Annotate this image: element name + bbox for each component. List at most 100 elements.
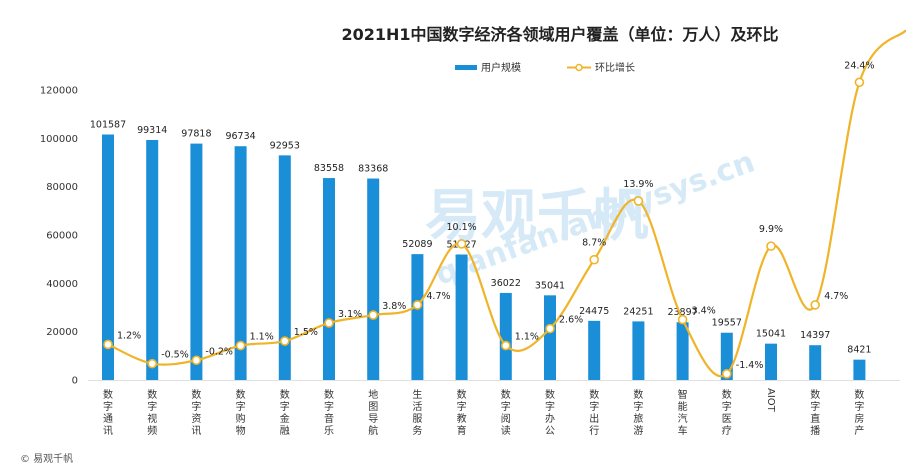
line-value-label: 1.5% (294, 327, 318, 338)
watermark: 易观千帆 qianfan.analysys.cn (425, 144, 759, 292)
line-point (456, 239, 467, 249)
x-tick-label: 数字音乐 (324, 388, 334, 437)
line-value-label: 24.4% (844, 60, 874, 71)
line-value-label: 13.9% (623, 179, 653, 190)
line-value-label: -0.2% (205, 346, 233, 357)
bar-value-label: 96734 (225, 131, 255, 142)
line-point (500, 340, 511, 351)
line-value-label: 3.8% (382, 301, 406, 312)
x-tick-label: 数字通讯 (103, 388, 113, 437)
bar-value-label: 23897 (667, 307, 697, 318)
bar (190, 143, 203, 380)
bar (632, 321, 645, 380)
watermark-name: 易观千帆 (425, 184, 649, 249)
line-point (235, 340, 246, 351)
chart-title: 2021H1中国数字经济各领域用户覆盖（单位：万人）及环比 (341, 25, 778, 44)
y-axis: 0 20000 40000 60000 80000 100000 120000 (40, 86, 78, 387)
line-series (107, 29, 906, 378)
bar (544, 295, 556, 380)
line-point (545, 323, 555, 334)
line-value-label: 1.1% (250, 332, 274, 343)
bar (102, 134, 114, 380)
bar (146, 139, 159, 380)
bar-series (102, 134, 866, 380)
bar-value-label: 97818 (181, 129, 211, 140)
line-value-label: 10.1% (447, 222, 477, 233)
x-tick-label: 数字教育 (457, 388, 467, 437)
growth-line (107, 29, 906, 378)
bar (676, 322, 689, 380)
y-tick-label: 0 (72, 376, 78, 387)
line-point (633, 196, 644, 206)
bar-value-label: 8421 (847, 345, 871, 356)
x-tick-label: 数字阅读 (501, 388, 511, 437)
bar-value-label: 14397 (800, 330, 830, 341)
bar-value-label: 24475 (579, 306, 609, 317)
x-tick-label: 数字旅游 (633, 388, 643, 437)
line-point (191, 355, 202, 366)
x-tick-label: 数字医疗 (722, 388, 732, 437)
x-tick-label: 生活服务 (412, 388, 422, 437)
x-axis: 数字通讯 数字视频 数字资讯 数字购物 数字金融 数字音乐 地图导航 生活服务 数字教育 数字阅读… (88, 380, 900, 437)
bar (765, 343, 777, 380)
line-point (412, 300, 423, 310)
bar (853, 359, 866, 380)
line-value-label: 1.2% (117, 330, 141, 341)
line-value-label: 2.6% (559, 315, 583, 326)
x-tick-label: 智能汽车 (678, 388, 688, 437)
legend-line-marker (575, 63, 583, 72)
bar-value-label: 19557 (712, 318, 742, 329)
y-tick-label: 120000 (40, 86, 78, 97)
y-tick-label: 60000 (46, 231, 78, 242)
legend-bar-label: 用户规模 (481, 61, 521, 74)
x-tick-label: 数字购物 (236, 388, 246, 437)
line-point (589, 254, 600, 265)
y-tick-label: 100000 (40, 134, 78, 145)
legend-bar-swatch (455, 65, 477, 70)
x-tick-label: 数字房产 (854, 388, 864, 437)
line-points (103, 77, 865, 379)
bar-value-label: 36022 (491, 278, 521, 289)
line-point (766, 241, 776, 251)
x-tick-label: 数字金融 (280, 388, 290, 437)
line-point (721, 369, 732, 379)
x-tick-label: AIOT (765, 388, 776, 413)
line-value-labels: 1.2% -0.5% -0.2% 1.1% 1.5% 3.1% 3.8% 4.7% 10.1% 1… (117, 60, 874, 371)
bar (455, 254, 468, 380)
line-value-label: 4.7% (426, 291, 450, 302)
bar (809, 345, 822, 380)
line-value-label: 3.4% (692, 306, 716, 317)
x-tick-label: 数字资讯 (191, 388, 201, 437)
x-tick-label: 数字出行 (589, 388, 599, 437)
line-point (279, 336, 290, 346)
bar-value-label: 92953 (270, 140, 300, 151)
bar-value-label: 99314 (137, 125, 167, 136)
bar-value-label: 83368 (358, 164, 388, 175)
x-tick-label: 数字办公 (545, 388, 555, 437)
bar (367, 178, 380, 380)
bar (323, 178, 335, 380)
bar-value-label: 24251 (623, 306, 653, 317)
bar (588, 320, 601, 380)
source-note: © 易观千帆 (20, 452, 73, 465)
legend: 用户规模 环比增长 (455, 61, 635, 74)
bar-value-label: 101587 (90, 119, 126, 130)
line-value-label: 1.1% (515, 332, 539, 343)
line-value-label: 8.7% (582, 238, 606, 249)
bar (411, 254, 424, 380)
bar (499, 292, 512, 380)
y-tick-label: 40000 (46, 279, 78, 290)
line-point (854, 77, 865, 88)
bar-value-label: 15041 (756, 329, 786, 340)
line-value-label: 3.1% (338, 309, 362, 320)
line-point (677, 314, 688, 325)
line-point (147, 358, 157, 369)
line-point (324, 318, 334, 328)
line-value-label: 4.7% (824, 291, 848, 302)
legend-line-label: 环比增长 (595, 61, 635, 74)
x-tick-label: 数字直播 (810, 388, 820, 437)
y-tick-label: 80000 (46, 182, 78, 193)
line-value-label: -1.4% (736, 360, 764, 371)
line-value-label: -0.5% (161, 350, 189, 361)
line-point (368, 310, 379, 320)
